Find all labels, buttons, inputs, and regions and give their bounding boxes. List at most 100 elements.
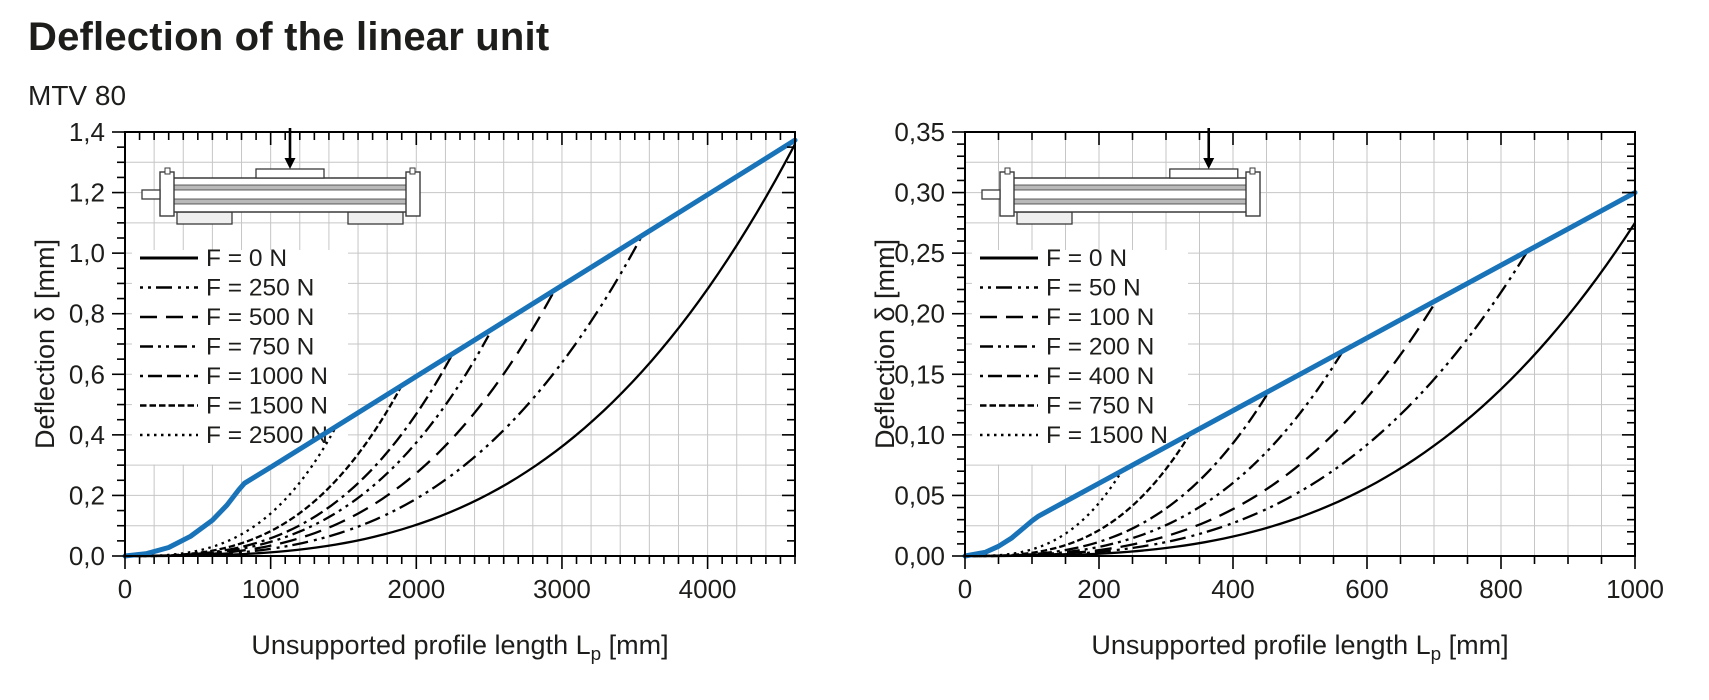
guide-rail [1008, 184, 1252, 191]
x-tick-label: 3000 [533, 574, 591, 604]
legend-item: F = 1000 N [140, 363, 328, 390]
drive-shaft [141, 189, 161, 200]
curve-f0n [125, 143, 797, 558]
curve-f1500n [125, 384, 403, 558]
tick-labels: 0 1000 2000 3000 4000 0,0 0,2 0,4 0,6 0,8 1,0 1,2 1,… [69, 117, 737, 604]
y-tick-label: 1,4 [69, 120, 105, 147]
legend-item: F = 0 N [980, 245, 1127, 272]
legend-background [132, 250, 348, 465]
legend-item: F = 250 N [140, 275, 314, 302]
x-tick-label: 0 [958, 574, 972, 604]
y-tick-label: 0,30 [894, 178, 945, 208]
legend-label: F = 750 N [206, 334, 314, 361]
support-foot [1016, 211, 1073, 225]
legend-label: F = 50 N [1046, 275, 1141, 302]
ticks [952, 131, 1636, 569]
deflection-chart-left: F = 0 N F = 250 NF = 500 N F = 750 NF = 10… [30, 117, 798, 665]
end-cap-tab [1004, 167, 1011, 175]
y-tick-label: 0,10 [894, 420, 945, 450]
tick-labels: 0 200 400 600 800 1000 0,00 0,05 0,10 0,15 0,20 0,2… [894, 117, 1664, 604]
legend-item: F = 1500 N [980, 422, 1168, 449]
support-foot [176, 211, 233, 225]
legend-background [972, 250, 1188, 465]
chart-root: F = 0 N F = 250 NF = 500 N F = 750 NF = 10… [30, 117, 798, 665]
support-foot [347, 211, 404, 225]
y-tick-label: 0,05 [894, 480, 945, 510]
x-tick-label: 0 [118, 574, 132, 604]
y-tick-label: 0,00 [894, 541, 945, 571]
legend-label: F = 1500 N [206, 393, 328, 420]
y-tick-label: 0,20 [894, 299, 945, 329]
permissible-deflection-limit [122, 137, 798, 559]
linear-unit-inset-diagram [141, 128, 421, 225]
guide-rail [168, 184, 412, 191]
page-title: Deflection of the linear unit [28, 15, 550, 59]
legend-item: F = 750 N [140, 334, 314, 361]
x-tick-label: 1000 [242, 574, 300, 604]
legend-label: F = 750 N [1046, 393, 1154, 420]
guide-rail [1008, 198, 1252, 205]
legend-label: F = 0 N [206, 245, 287, 272]
profile-body [166, 177, 414, 213]
x-axis-label: Unsupported profile length Lp [mm] [251, 630, 668, 665]
legend-label: F = 400 N [1046, 363, 1154, 390]
legend-item: F = 400 N [980, 363, 1154, 390]
legend: F = 0 N F = 50 NF = 100 N F = 200 NF = 400… [972, 245, 1188, 465]
x-tick-label: 1000 [1606, 574, 1664, 604]
legend-label: F = 250 N [206, 275, 314, 302]
legend-label: F = 1500 N [1046, 422, 1168, 449]
x-tick-label: 200 [1077, 574, 1120, 604]
y-tick-label: 0,6 [69, 359, 105, 389]
end-cap-tab [164, 167, 171, 175]
carriage-plate [255, 168, 325, 179]
force-arrow-head [284, 158, 296, 169]
ticks [112, 131, 796, 569]
y-tick-label: 1,2 [69, 178, 105, 208]
x-tick-label: 800 [1479, 574, 1522, 604]
x-tick-label: 4000 [679, 574, 737, 604]
linear-unit-inset-diagram [981, 128, 1261, 225]
y-tick-label: 0,15 [894, 359, 945, 389]
y-tick-label: 0,25 [894, 238, 945, 268]
permissible-deflection-limit [962, 190, 1638, 559]
legend-item: F = 100 N [980, 304, 1154, 331]
end-cap [1245, 171, 1261, 217]
end-cap [405, 171, 421, 217]
end-cap-tab [1249, 167, 1256, 175]
y-tick-label: 1,0 [69, 238, 105, 268]
curve-f200n [965, 349, 1345, 558]
page: Deflection of the linear unit MTV 80 F =… [28, 15, 1709, 672]
legend-label: F = 1000 N [206, 363, 328, 390]
y-axis-label: Deflection δ [mm] [870, 239, 900, 449]
model-name: MTV 80 [28, 80, 127, 111]
x-axis-label: Unsupported profile length Lp [mm] [1091, 630, 1508, 665]
legend-item: F = 500 N [140, 304, 314, 331]
x-tick-label: 2000 [387, 574, 445, 604]
end-cap [159, 171, 175, 217]
curve-f750n [965, 434, 1191, 558]
y-tick-label: 0,2 [69, 480, 105, 510]
legend-label: F = 200 N [1046, 334, 1154, 361]
chart-root: F = 0 N F = 50 NF = 100 N F = 200 NF = 400… [870, 117, 1664, 665]
profile-body [1006, 177, 1254, 213]
end-cap [999, 171, 1015, 217]
y-tick-label: 0,0 [69, 541, 105, 571]
y-axis-label: Deflection δ [mm] [30, 239, 60, 449]
legend: F = 0 N F = 250 NF = 500 N F = 750 NF = 10… [132, 245, 348, 465]
legend-item: F = 0 N [140, 245, 287, 272]
curve-f400n [965, 389, 1271, 558]
y-tick-label: 0,8 [69, 299, 105, 329]
carriage-plate [1169, 168, 1239, 179]
drive-shaft [981, 189, 1001, 200]
legend-label: F = 0 N [1046, 245, 1127, 272]
curve-f500n [125, 289, 556, 558]
y-tick-label: 0,4 [69, 420, 105, 450]
x-tick-label: 600 [1345, 574, 1388, 604]
curve-f0n [965, 222, 1636, 558]
y-tick-label: 0,35 [894, 120, 945, 147]
end-cap-tab [409, 167, 416, 175]
force-arrow-head [1203, 158, 1215, 169]
